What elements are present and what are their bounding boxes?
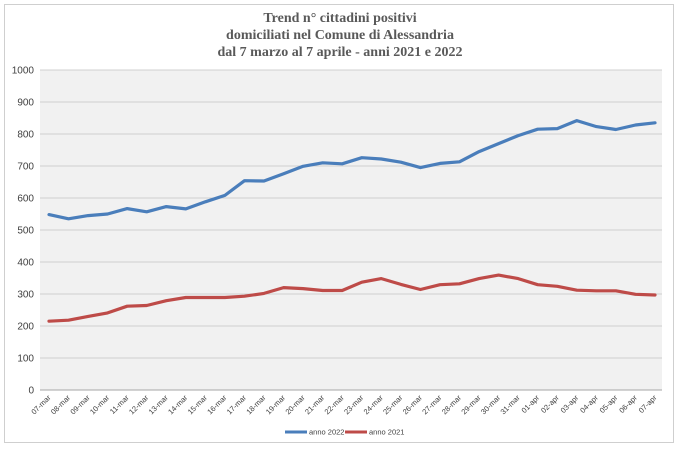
x-tick-label: 29-mar — [459, 393, 483, 417]
x-tick-label: 19-mar — [264, 393, 288, 417]
x-tick-label: 12-mar — [127, 393, 151, 417]
x-tick-label: 09-mar — [68, 393, 92, 417]
legend-label: anno 2022 — [309, 428, 344, 437]
x-tick-label: 08-mar — [49, 393, 73, 417]
x-tick-label: 20-mar — [283, 393, 307, 417]
x-tick-label: 25-mar — [381, 393, 405, 417]
x-tick-label: 23-mar — [342, 393, 366, 417]
x-tick-label: 01-apr — [520, 393, 542, 415]
x-tick-label: 15-mar — [186, 393, 210, 417]
y-tick-label: 900 — [17, 98, 34, 109]
x-tick-label: 04-apr — [578, 393, 600, 415]
x-tick-label: 24-mar — [362, 393, 386, 417]
y-tick-label: 800 — [17, 130, 34, 141]
y-tick-label: 1000 — [12, 66, 35, 77]
series-line-anno-2022 — [47, 118, 657, 221]
chart-subtitle-2: dal 7 marzo al 7 aprile - anni 2021 e 20… — [217, 45, 463, 60]
legend-label: anno 2021 — [369, 428, 404, 437]
x-tick-label: 10-mar — [88, 393, 112, 417]
x-tick-label: 16-mar — [205, 393, 229, 417]
x-tick-label: 07-apr — [637, 393, 659, 415]
chart-subtitle-1: domiciliati nel Comune di Alessandria — [226, 28, 454, 43]
x-tick-label: 27-mar — [420, 393, 444, 417]
x-tick-label: 06-apr — [617, 393, 639, 415]
x-tick-label: 21-mar — [303, 393, 327, 417]
x-tick-label: 17-mar — [225, 393, 249, 417]
x-tick-label: 18-mar — [244, 393, 268, 417]
y-tick-label: 0 — [28, 386, 34, 397]
y-tick-label: 300 — [17, 290, 34, 301]
y-tick-label: 600 — [17, 194, 34, 205]
y-tick-label: 500 — [17, 226, 34, 237]
y-tick-label: 200 — [17, 322, 34, 333]
x-tick-label: 22-mar — [323, 393, 347, 417]
x-tick-label: 11-mar — [108, 393, 131, 416]
x-tick-label: 14-mar — [166, 393, 190, 417]
x-tick-label: 02-apr — [539, 393, 561, 415]
y-tick-label: 700 — [17, 162, 34, 173]
x-tick-label: 30-mar — [479, 393, 503, 417]
y-tick-label: 400 — [17, 258, 34, 269]
series-line-anno-2021 — [47, 273, 657, 323]
chart-title: Trend n° cittadini positivi — [263, 11, 417, 26]
x-tick-label: 03-apr — [559, 393, 581, 415]
x-tick-label: 26-mar — [401, 393, 425, 417]
x-tick-label: 28-mar — [440, 393, 464, 417]
x-tick-label: 05-apr — [598, 393, 620, 415]
x-tick-label: 31-mar — [499, 393, 523, 417]
x-tick-label: 13-mar — [147, 393, 171, 417]
y-tick-label: 100 — [17, 354, 34, 365]
